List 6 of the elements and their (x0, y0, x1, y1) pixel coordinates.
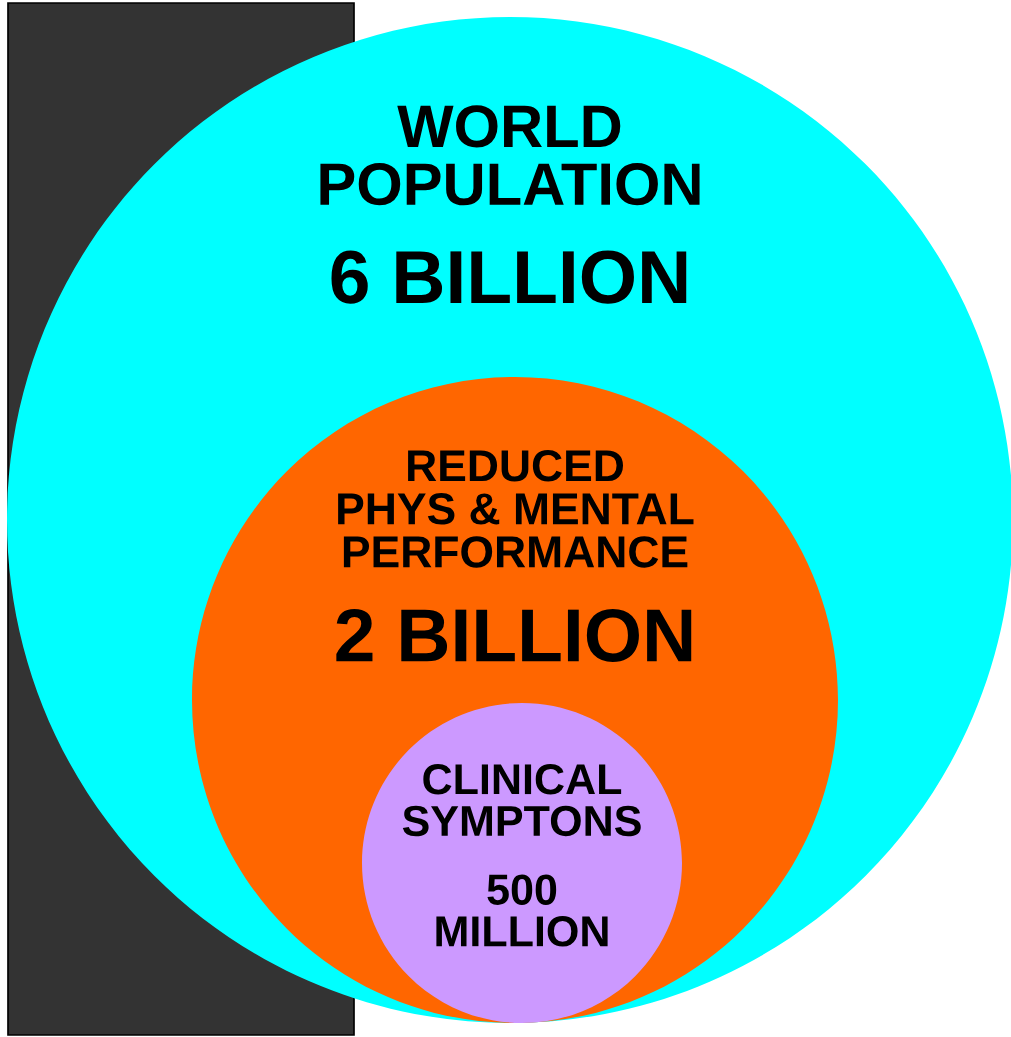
data-label: 500 MILLION (436, 874, 608, 947)
data-label: 2 BILLION (336, 608, 692, 662)
category-label: REDUCED PHYS & MENTAL PERFORMANCE (338, 450, 694, 568)
data-label: 6 BILLION (331, 250, 687, 304)
category-label: WORLD POPULATION (320, 105, 700, 206)
category-label: CLINICAL SYMPTONS (402, 764, 641, 837)
